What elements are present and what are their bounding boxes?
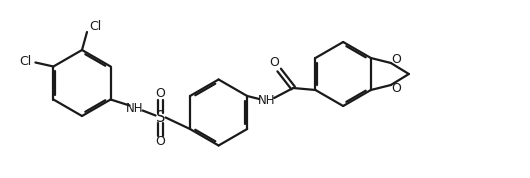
Text: O: O (269, 56, 279, 69)
Text: O: O (391, 82, 401, 95)
Text: Cl: Cl (89, 20, 101, 33)
Text: NH: NH (126, 102, 143, 115)
Text: O: O (156, 87, 165, 100)
Text: NH: NH (258, 93, 275, 106)
Text: Cl: Cl (19, 55, 32, 68)
Text: O: O (156, 135, 165, 148)
Text: O: O (391, 53, 401, 66)
Text: S: S (156, 110, 165, 125)
